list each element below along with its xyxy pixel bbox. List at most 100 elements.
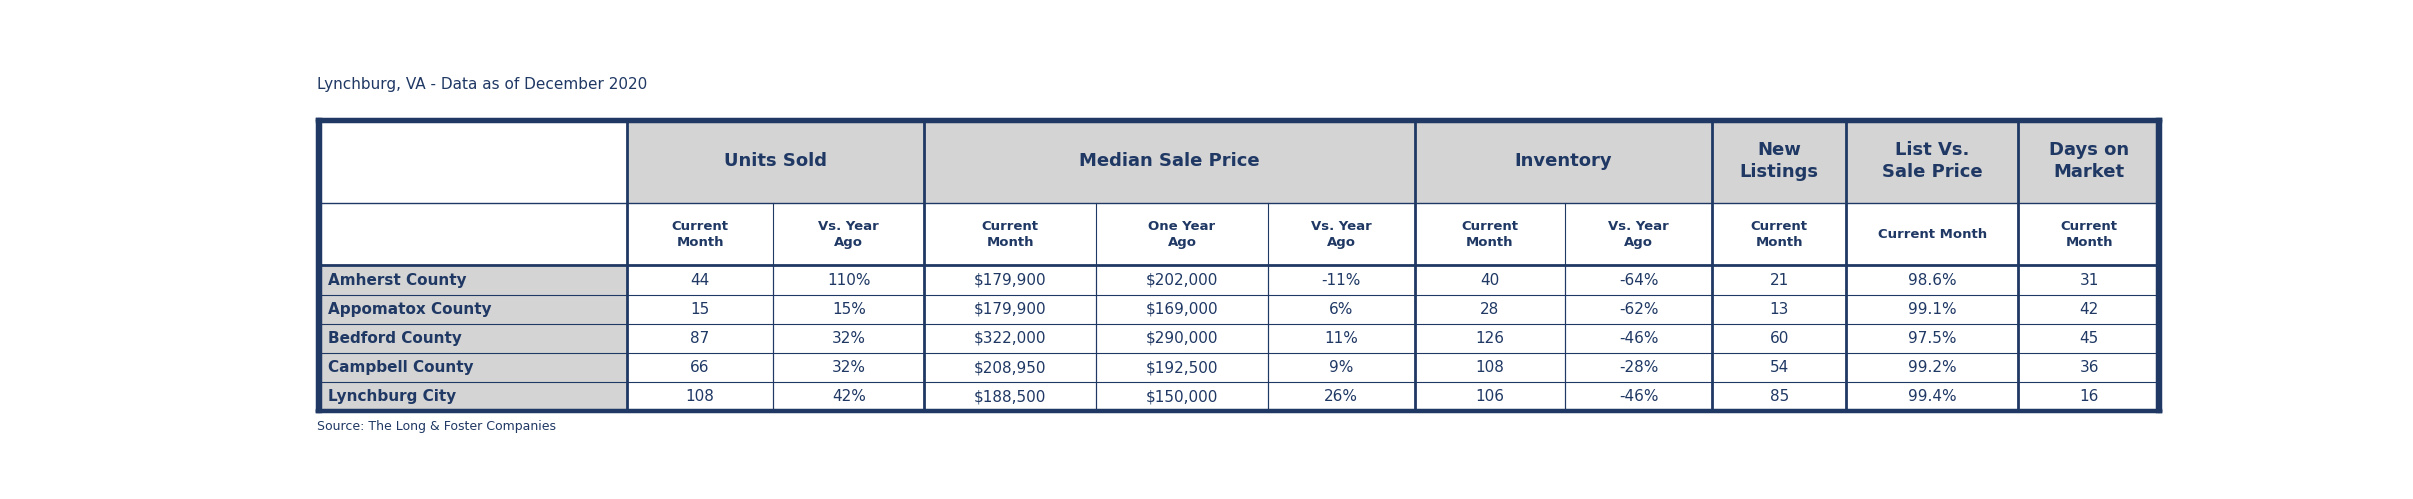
Text: Bedford County: Bedford County: [328, 331, 461, 346]
Bar: [2017, 203, 2160, 265]
Bar: [1414, 119, 1713, 203]
Text: Amherst County: Amherst County: [328, 272, 466, 287]
Bar: [1267, 324, 1414, 353]
Bar: [775, 203, 924, 265]
Text: 36: 36: [2080, 360, 2099, 375]
Bar: [1713, 324, 1846, 353]
Bar: [2017, 119, 2160, 203]
Bar: [1267, 353, 1414, 382]
Bar: [1846, 203, 2017, 265]
Bar: [1414, 203, 1566, 265]
Bar: [1267, 294, 1414, 324]
Text: Campbell County: Campbell County: [328, 360, 473, 375]
Bar: [775, 294, 924, 324]
Text: 21: 21: [1769, 272, 1788, 287]
Text: 9%: 9%: [1330, 360, 1354, 375]
Bar: [924, 382, 1096, 412]
Text: 15%: 15%: [832, 302, 866, 317]
Text: 108: 108: [1474, 360, 1503, 375]
Bar: [775, 382, 924, 412]
Bar: [316, 119, 627, 203]
Text: New
Listings: New Listings: [1740, 141, 1819, 181]
Bar: [1414, 294, 1566, 324]
Bar: [1096, 353, 1267, 382]
Bar: [924, 119, 1414, 203]
Bar: [627, 119, 924, 203]
Text: 40: 40: [1479, 272, 1498, 287]
Text: 99.1%: 99.1%: [1909, 302, 1957, 317]
Bar: [1414, 265, 1566, 294]
Text: 108: 108: [685, 389, 714, 404]
Text: Vs. Year
Ago: Vs. Year Ago: [818, 220, 878, 249]
Text: 98.6%: 98.6%: [1909, 272, 1957, 287]
Text: 45: 45: [2080, 331, 2099, 346]
Bar: [1096, 324, 1267, 353]
Text: Current
Month: Current Month: [1462, 220, 1518, 249]
Bar: [1566, 382, 1713, 412]
Text: 66: 66: [690, 360, 709, 375]
Bar: [316, 353, 627, 382]
Bar: [316, 324, 627, 353]
Bar: [316, 382, 627, 412]
Text: 106: 106: [1474, 389, 1503, 404]
Bar: [1713, 119, 1846, 203]
Bar: [924, 353, 1096, 382]
Text: 42%: 42%: [832, 389, 866, 404]
Text: Vs. Year
Ago: Vs. Year Ago: [1609, 220, 1670, 249]
Text: Current Month: Current Month: [1877, 228, 1986, 241]
Text: 99.2%: 99.2%: [1909, 360, 1957, 375]
Text: Units Sold: Units Sold: [724, 152, 828, 170]
Text: $192,500: $192,500: [1146, 360, 1219, 375]
Text: 15: 15: [690, 302, 709, 317]
Bar: [1846, 382, 2017, 412]
Text: 44: 44: [690, 272, 709, 287]
Bar: [1414, 382, 1566, 412]
Bar: [1566, 203, 1713, 265]
Text: $179,900: $179,900: [975, 302, 1047, 317]
Bar: [775, 353, 924, 382]
Bar: [924, 203, 1096, 265]
Text: $179,900: $179,900: [975, 272, 1047, 287]
Bar: [627, 382, 775, 412]
Bar: [1096, 382, 1267, 412]
Bar: [924, 324, 1096, 353]
Bar: [627, 353, 775, 382]
Text: Lynchburg City: Lynchburg City: [328, 389, 456, 404]
Text: $322,000: $322,000: [975, 331, 1047, 346]
Text: $202,000: $202,000: [1146, 272, 1219, 287]
Text: Appomatox County: Appomatox County: [328, 302, 492, 317]
Text: 97.5%: 97.5%: [1909, 331, 1957, 346]
Text: $208,950: $208,950: [975, 360, 1047, 375]
Bar: [1846, 353, 2017, 382]
Bar: [924, 265, 1096, 294]
Bar: [775, 265, 924, 294]
Bar: [1713, 294, 1846, 324]
Text: 16: 16: [2080, 389, 2099, 404]
Text: 99.4%: 99.4%: [1909, 389, 1957, 404]
Bar: [1267, 203, 1414, 265]
Bar: [1713, 353, 1846, 382]
Bar: [1713, 382, 1846, 412]
Bar: [1846, 265, 2017, 294]
Bar: [627, 203, 775, 265]
Bar: [2017, 382, 2160, 412]
Text: $290,000: $290,000: [1146, 331, 1219, 346]
Text: 87: 87: [690, 331, 709, 346]
Text: -11%: -11%: [1322, 272, 1361, 287]
Bar: [924, 294, 1096, 324]
Text: 32%: 32%: [832, 360, 866, 375]
Bar: [1267, 265, 1414, 294]
Text: Inventory: Inventory: [1515, 152, 1612, 170]
Bar: [1846, 324, 2017, 353]
Bar: [316, 203, 627, 265]
Bar: [775, 324, 924, 353]
Text: $150,000: $150,000: [1146, 389, 1219, 404]
Text: 54: 54: [1769, 360, 1788, 375]
Text: 110%: 110%: [828, 272, 871, 287]
Text: 13: 13: [1769, 302, 1788, 317]
Bar: [2017, 353, 2160, 382]
Bar: [2017, 324, 2160, 353]
Bar: [1846, 119, 2017, 203]
Text: -64%: -64%: [1619, 272, 1658, 287]
Bar: [1414, 353, 1566, 382]
